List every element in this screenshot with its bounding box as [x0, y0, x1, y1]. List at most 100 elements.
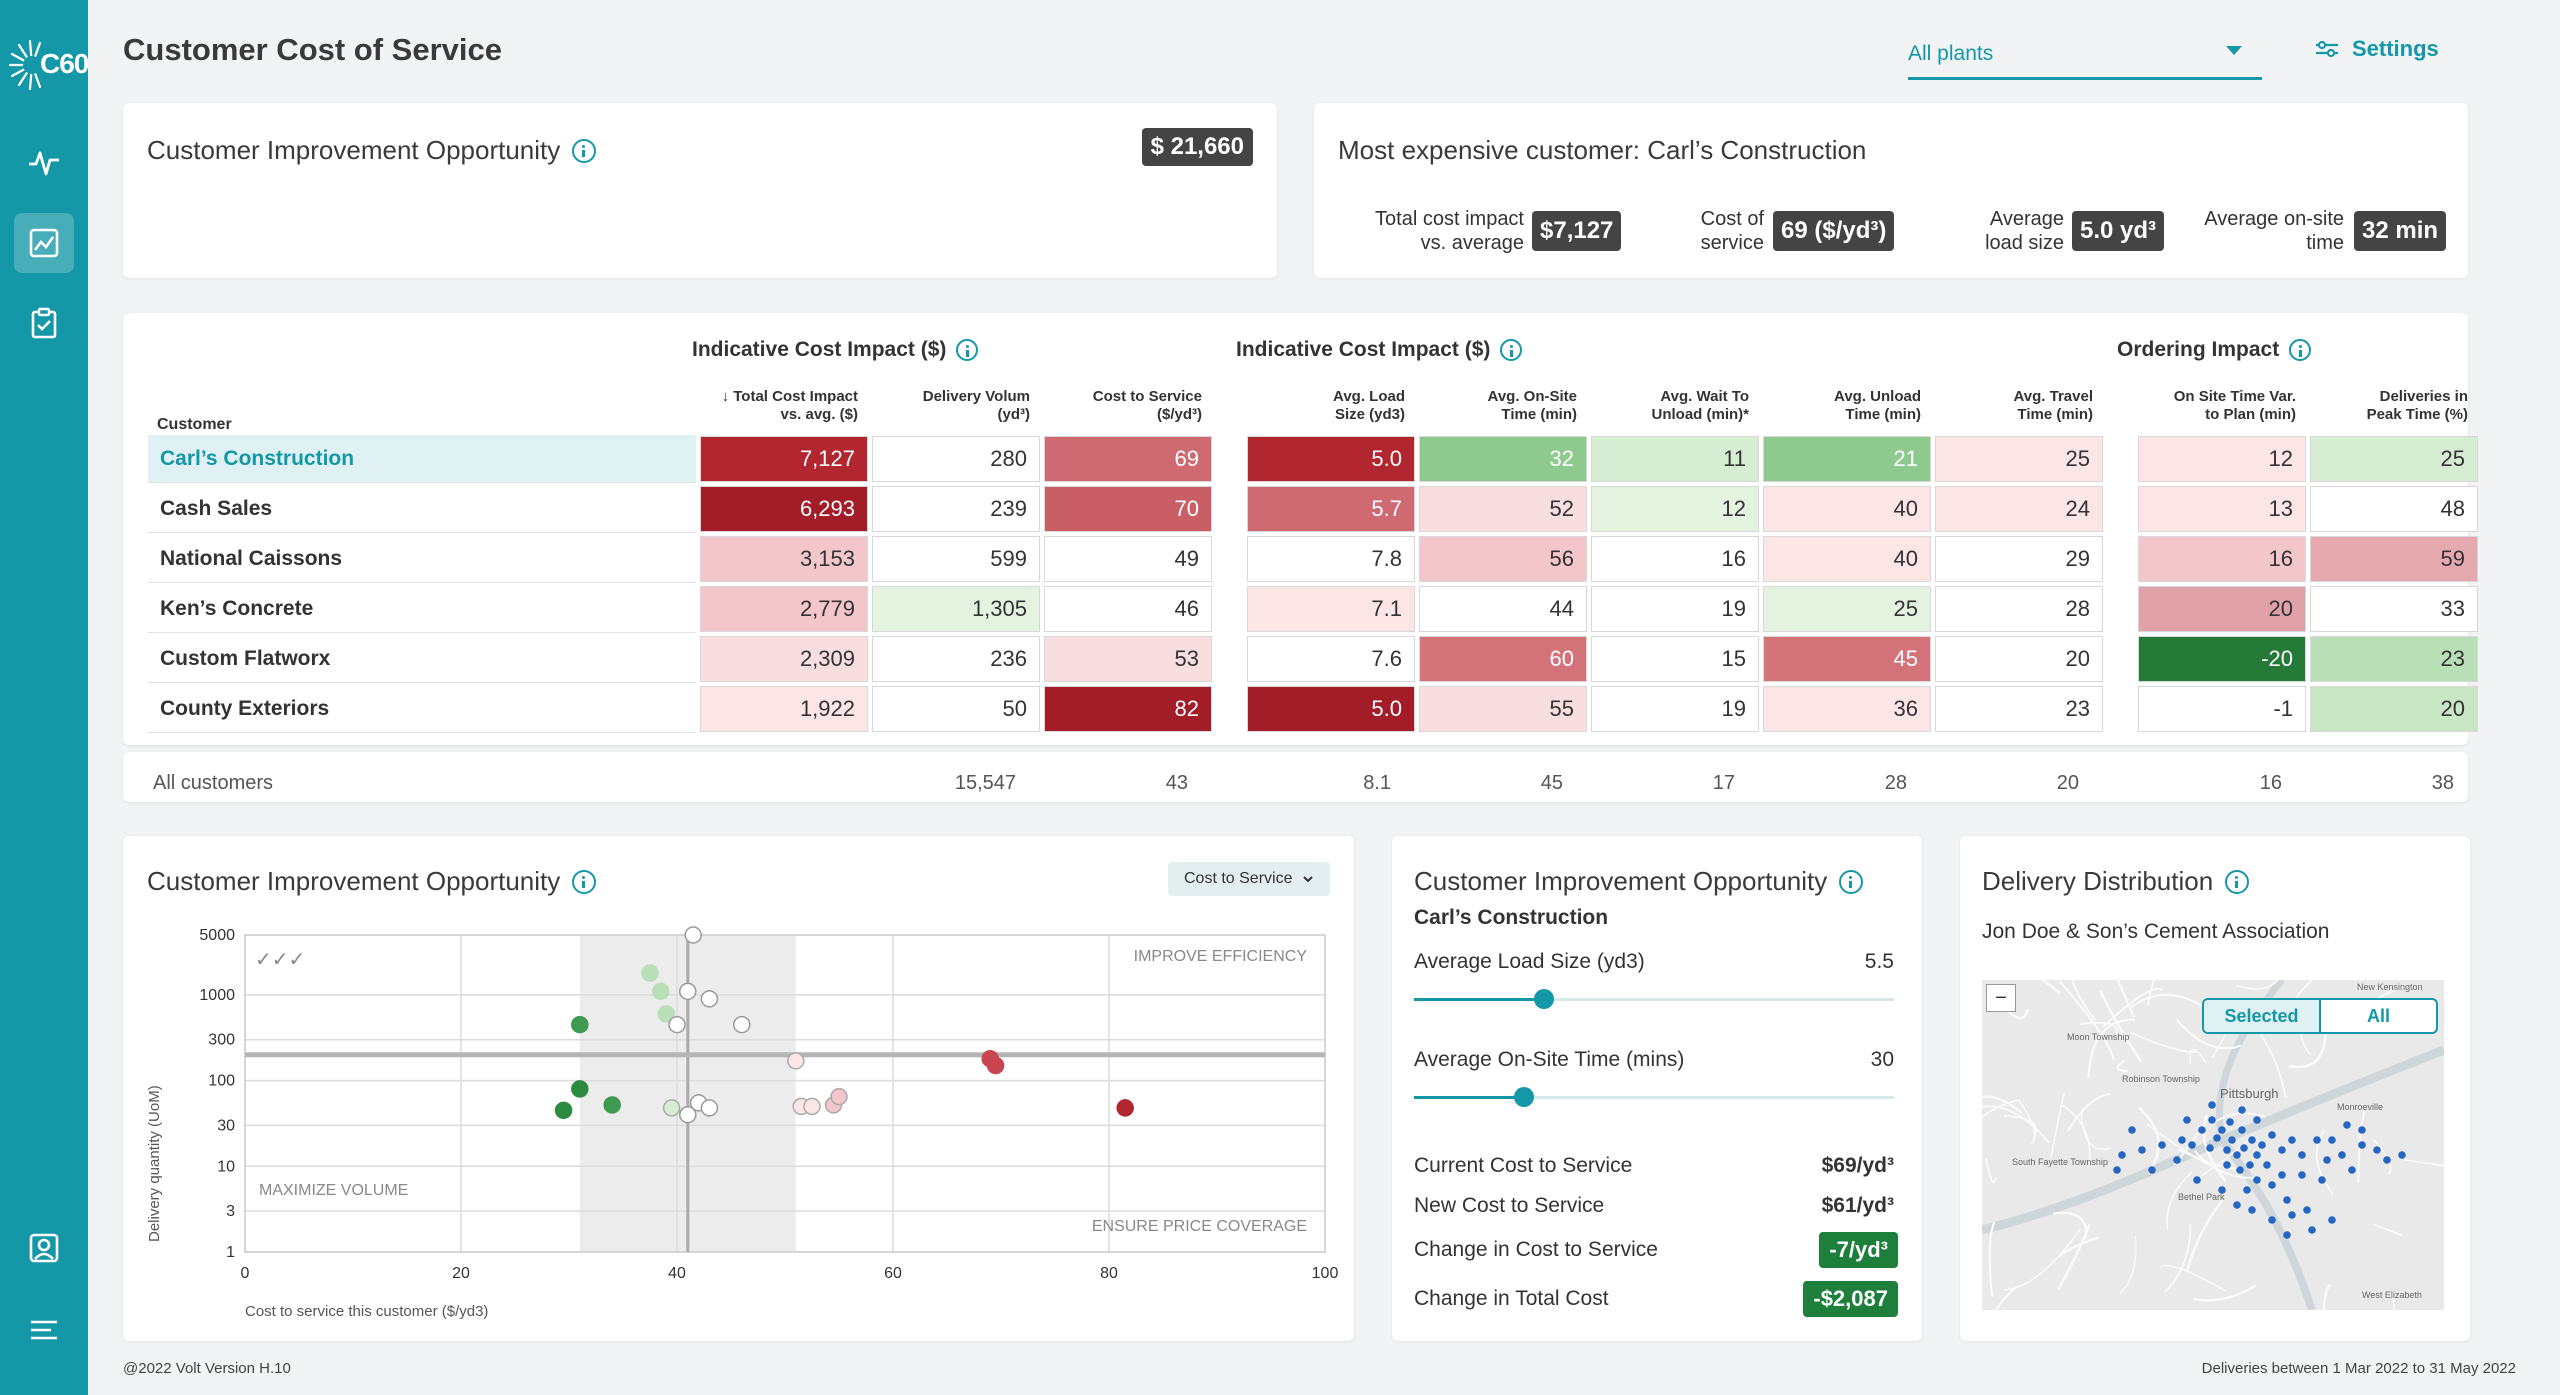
info-icon[interactable] [572, 138, 597, 163]
column-header-line1: On Site Time Var. [2173, 388, 2296, 405]
map-road [1982, 1098, 2019, 1129]
toggle-selected-button[interactable]: Selected [2204, 1000, 2321, 1032]
customer-row-name[interactable]: Cash Sales [148, 485, 696, 533]
load-size-slider[interactable] [1414, 988, 1894, 1012]
most-expensive-title: Most expensive customer: Carl’s Construc… [1338, 135, 1867, 165]
delivery-point [2288, 1211, 2296, 1219]
slider-track[interactable] [1414, 998, 1894, 1001]
kpi-onsite-time-value: 32 min [2354, 211, 2447, 251]
column-header-line1: Cost to Service [1092, 388, 1202, 405]
delivery-point [2318, 1176, 2326, 1184]
kpi-cost-of-service-label: Cost of service [1654, 207, 1764, 255]
info-icon[interactable] [1839, 869, 1864, 894]
map-road [1982, 1105, 2050, 1144]
nav-reports[interactable] [14, 213, 74, 273]
slider-thumb[interactable] [1514, 1087, 1535, 1107]
plants-dropdown[interactable]: All plants [1908, 28, 2262, 80]
x-tick-label: 80 [1100, 1265, 1118, 1282]
delivery-point [2358, 1141, 2366, 1149]
data-point [603, 1096, 621, 1114]
slider-track[interactable] [1414, 1096, 1894, 1099]
load-size-label: Average Load Size (yd3) [1414, 950, 1645, 973]
nav-tasks[interactable] [14, 293, 74, 353]
current-cost-label: Current Cost to Service [1414, 1154, 1633, 1177]
group-title-text: Ordering Impact [2117, 338, 2280, 361]
map-road [2079, 1021, 2118, 1039]
column-header[interactable]: Delivery Volum (yd³) [872, 388, 1030, 424]
info-icon[interactable] [1500, 339, 1523, 361]
delivery-point [2173, 1156, 2181, 1164]
column-header-line1: Avg. On-Site [1487, 388, 1577, 405]
group-cost-impact-2: Indicative Cost Impact ($) [1236, 338, 1523, 362]
nav-activity[interactable] [14, 133, 74, 193]
column-header[interactable]: On Site Time Var. to Plan (min) [2138, 388, 2296, 424]
activity-icon [29, 151, 59, 176]
column-header[interactable]: Avg. Unload Time (min) [1763, 388, 1921, 424]
column-header[interactable]: Deliveries in Peak Time (%) [2310, 388, 2468, 424]
customer-row-name[interactable]: County Exteriors [148, 685, 696, 733]
table-cell: 82 [1044, 686, 1212, 732]
y-tick-label: 1 [226, 1244, 235, 1261]
table-cell: 20 [1935, 636, 2103, 682]
delivery-point [2268, 1131, 2276, 1139]
nav-menu[interactable] [14, 1300, 74, 1360]
delivery-point [2268, 1181, 2276, 1189]
table-cell: 12 [2138, 436, 2306, 482]
settings-button[interactable]: Settings [2314, 36, 2439, 62]
table-cell: 599 [872, 536, 1040, 582]
sidebar: C60 [0, 0, 89, 1395]
map-road [2404, 1159, 2444, 1168]
delivery-point [2373, 1146, 2381, 1154]
column-header[interactable]: Avg. Travel Time (min) [1935, 388, 2093, 424]
onsite-time-slider[interactable] [1414, 1086, 1894, 1110]
map-road [2193, 1149, 2258, 1179]
info-icon[interactable] [572, 869, 597, 894]
customer-row-name[interactable]: Carl’s Construction [148, 435, 696, 483]
info-icon[interactable] [2289, 339, 2312, 361]
table-cell: 2,779 [700, 586, 868, 632]
info-icon[interactable] [956, 339, 979, 361]
kpi-label-line2: time [2306, 232, 2344, 254]
map-road [1982, 1095, 2023, 1114]
column-header[interactable]: Avg. On-Site Time (min) [1419, 388, 1577, 424]
column-header-line2: Unload (min)* [1651, 406, 1750, 423]
nav-profile[interactable] [14, 1218, 74, 1278]
table-cell: 49 [1044, 536, 1212, 582]
customer-row-name[interactable]: Ken’s Concrete [148, 585, 696, 633]
delivery-point [2208, 1116, 2216, 1124]
map-road [2322, 1284, 2332, 1310]
customer-row-name[interactable]: National Caissons [148, 535, 696, 583]
table-cell: -1 [2138, 686, 2306, 732]
table-cell: 52 [1419, 486, 1587, 532]
slider-fill [1414, 998, 1544, 1001]
new-cost-label: New Cost to Service [1414, 1194, 1605, 1217]
column-header[interactable]: Avg. Load Size (yd3) [1247, 388, 1405, 424]
settings-label: Settings [2352, 36, 2439, 61]
table-cell: 25 [1763, 586, 1931, 632]
toggle-all-button[interactable]: All [2366, 1005, 2390, 1026]
cost-to-service-dropdown[interactable]: Cost to Service [1168, 862, 1331, 896]
map-road [2119, 1236, 2137, 1294]
slider-thumb[interactable] [1533, 989, 1554, 1009]
table-cell: 11 [1591, 436, 1759, 482]
table-cell: -20 [2138, 636, 2306, 682]
table-cell: 24 [1935, 486, 2103, 532]
delivery-point [2258, 1141, 2266, 1149]
column-header-line2: ($/yd³) [1157, 406, 1202, 423]
customer-row-name[interactable]: Custom Flatworx [148, 635, 696, 683]
app-logo[interactable]: C60 [6, 34, 89, 96]
map-zoom-out-button[interactable]: − [1986, 984, 2016, 1012]
column-header-line1: Avg. Wait To [1660, 388, 1749, 405]
delivery-point [2253, 1151, 2261, 1159]
column-header[interactable]: Cost to Service ($/yd³) [1044, 388, 1202, 424]
delivery-map[interactable]: Pittsburgh Bethel Park Monroeville Robinson… [1982, 980, 2444, 1310]
column-header[interactable]: Avg. Wait To Unload (min)* [1591, 388, 1750, 424]
delivery-point [2233, 1201, 2241, 1209]
footer-value: 17 [1712, 772, 1735, 794]
map-road [1984, 1158, 1997, 1184]
logo-burst-icon [8, 39, 42, 91]
info-icon[interactable] [2225, 869, 2250, 894]
change-cost-label: Change in Cost to Service [1414, 1238, 1658, 1261]
column-header[interactable]: ↓ Total Cost Impact vs. avg. ($) [700, 388, 858, 424]
group-title-text: Indicative Cost Impact ($) [692, 338, 947, 361]
